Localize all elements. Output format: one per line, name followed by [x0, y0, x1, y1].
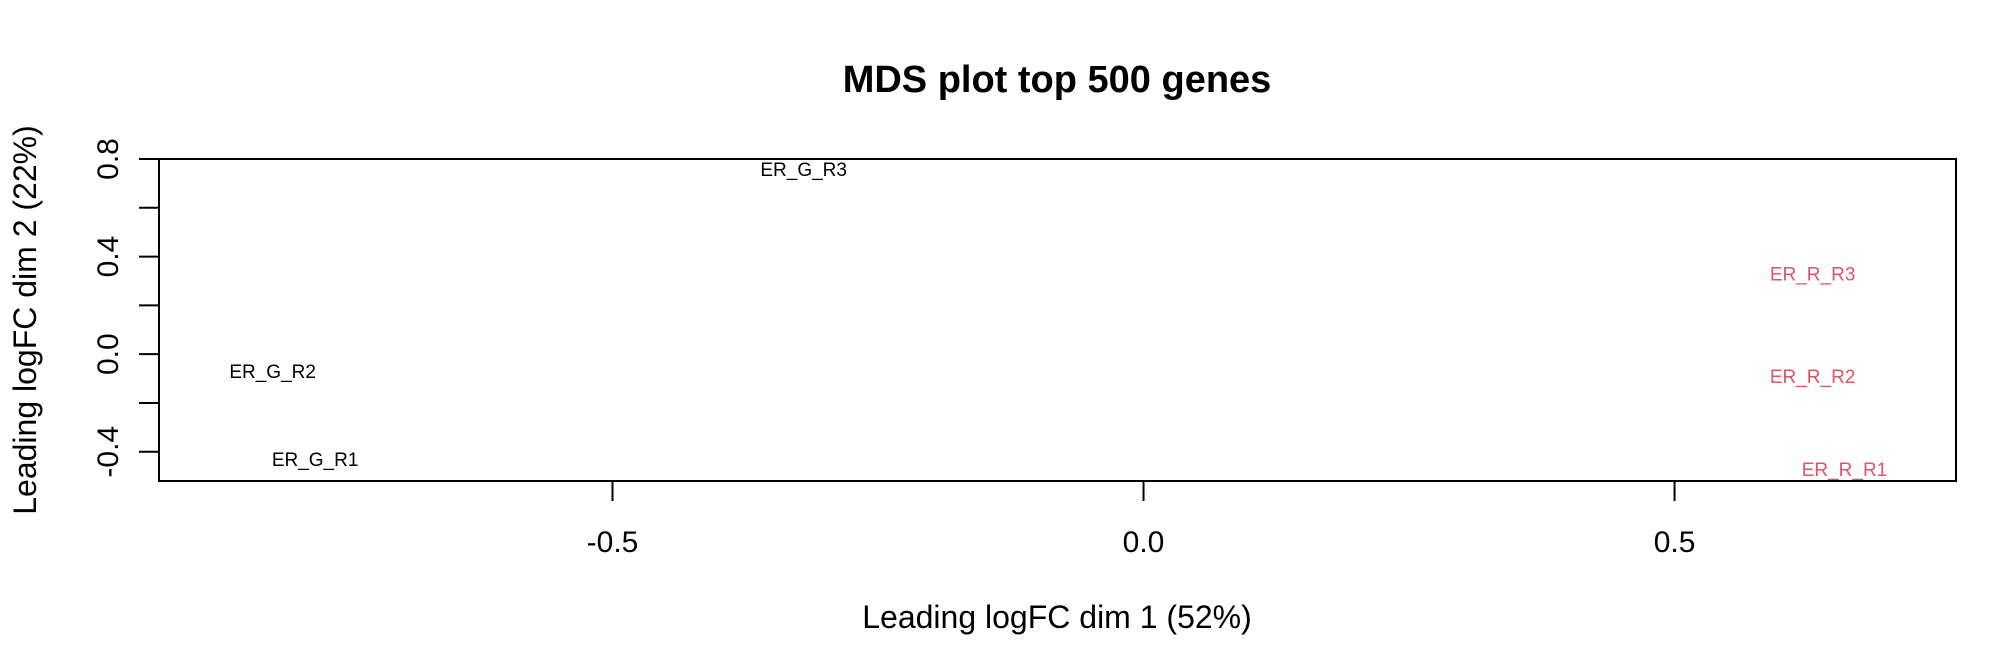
y-tick-label: -0.4 — [92, 426, 125, 478]
x-axis-label: Leading logFC dim 1 (52%) — [862, 599, 1252, 635]
point-label: ER_R_R1 — [1802, 460, 1888, 481]
x-tick-label: 0.0 — [1123, 526, 1165, 559]
point-label: ER_G_R3 — [760, 160, 847, 181]
y-tick-label: 0.4 — [92, 236, 125, 278]
point-labels: ER_G_R3 ER_G_R2 ER_G_R1 ER_R_R3 ER_R_R2 ER_R_… — [229, 160, 1887, 481]
y-axis-label: Leading logFC dim 2 (22%) — [7, 125, 43, 515]
x-tick-label: 0.5 — [1654, 526, 1696, 559]
point-label: ER_R_R3 — [1770, 265, 1856, 286]
plot-frame — [158, 158, 1957, 482]
point-label: ER_R_R2 — [1770, 367, 1856, 388]
x-axis: -0.5 0.0 0.5 — [587, 481, 1696, 559]
point-label: ER_G_R2 — [229, 362, 316, 383]
y-tick-label: 0.8 — [92, 138, 125, 180]
x-tick-label: -0.5 — [587, 526, 639, 559]
y-tick-label: 0.0 — [92, 333, 125, 375]
point-label: ER_G_R1 — [272, 450, 359, 471]
chart-title: MDS plot top 500 genes — [843, 59, 1272, 101]
y-axis: -0.4 0.0 0.4 0.8 — [92, 138, 159, 478]
